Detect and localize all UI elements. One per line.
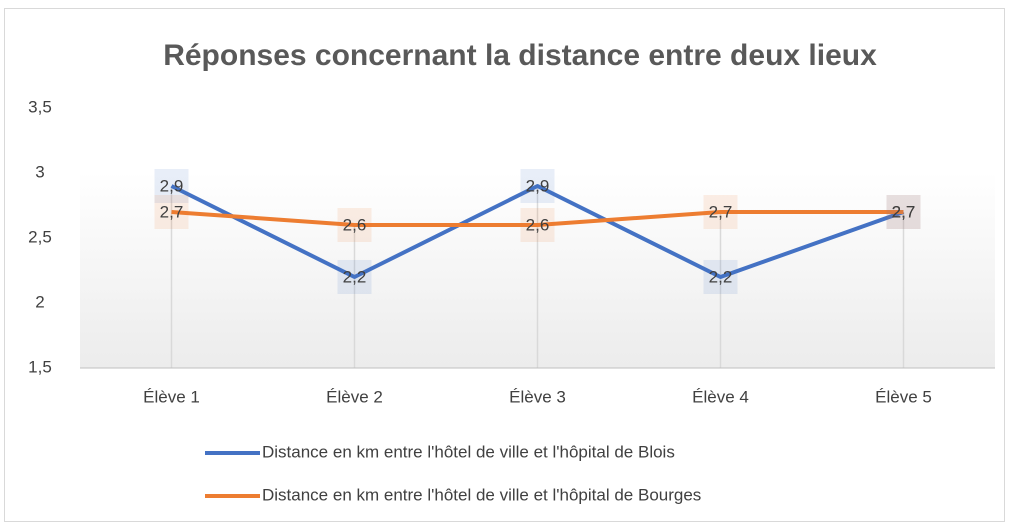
x-tick-label: Élève 4 — [692, 387, 749, 406]
data-label-box — [337, 260, 372, 294]
x-tick-label: Élève 3 — [509, 387, 566, 406]
series-line — [171, 210, 904, 227]
legend-label: Distance en km entre l'hôtel de ville et… — [262, 485, 701, 504]
y-tick-label: 2 — [35, 292, 44, 311]
data-label-box — [703, 195, 738, 229]
data-label: 2,7 — [892, 202, 916, 221]
legend-label: Distance en km entre l'hôtel de ville et… — [262, 442, 675, 461]
y-tick-label: 3,5 — [28, 97, 52, 116]
data-label: 2,7 — [160, 202, 184, 221]
data-label: 2,2 — [709, 267, 733, 286]
data-label-box — [886, 195, 921, 229]
x-tick-label: Élève 2 — [326, 387, 383, 406]
data-label-box — [154, 169, 189, 203]
data-label-box — [520, 208, 555, 242]
y-tick-label: 1,5 — [28, 357, 52, 376]
data-label: 2,2 — [343, 267, 367, 286]
data-label: 2,7 — [709, 202, 733, 221]
y-tick-label: 3 — [35, 162, 44, 181]
x-tick-label: Élève 1 — [143, 387, 200, 406]
series-line — [170, 184, 905, 279]
y-tick-label: 2,5 — [28, 227, 52, 246]
data-label-box — [703, 260, 738, 294]
data-label: 2,7 — [892, 202, 916, 221]
data-label: 2,6 — [343, 215, 367, 234]
data-label: 2,6 — [526, 215, 550, 234]
data-label: 2,9 — [526, 176, 550, 195]
data-label-box — [154, 195, 189, 229]
data-label-box — [337, 208, 372, 242]
x-tick-label: Élève 5 — [875, 387, 932, 406]
data-label-box — [520, 169, 555, 203]
data-label: 2,9 — [160, 176, 184, 195]
data-label-box — [886, 195, 921, 229]
chart-title: Réponses concernant la distance entre de… — [163, 39, 877, 72]
